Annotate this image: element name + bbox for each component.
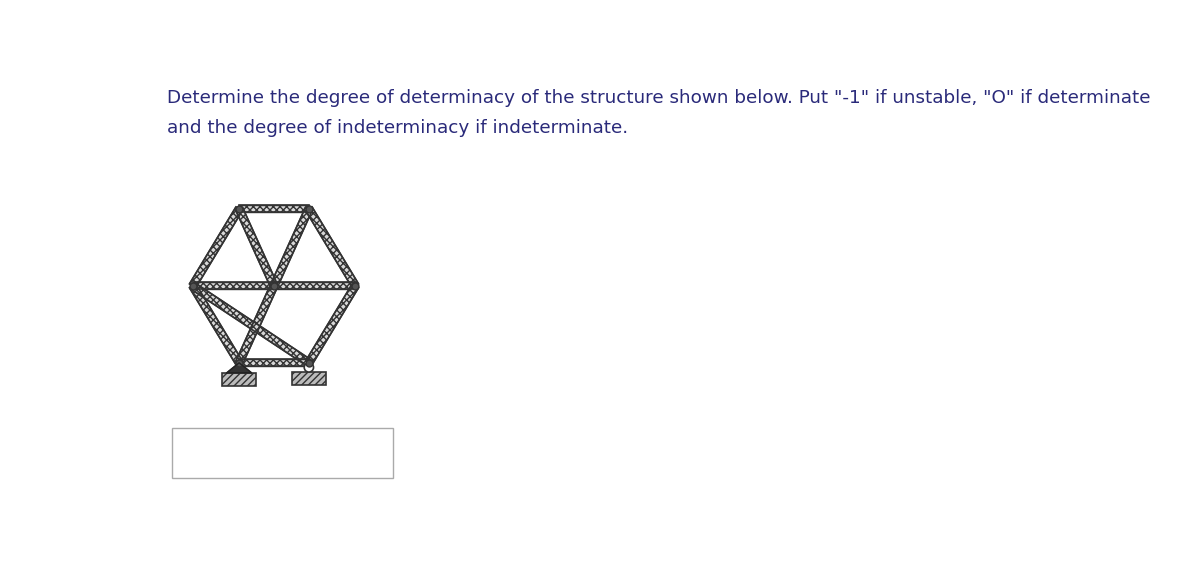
Polygon shape (271, 207, 312, 287)
Circle shape (305, 363, 313, 372)
Polygon shape (227, 363, 252, 373)
Polygon shape (306, 207, 359, 288)
Polygon shape (239, 205, 308, 212)
Text: and the degree of indeterminacy if indeterminate.: and the degree of indeterminacy if indet… (167, 119, 628, 137)
Polygon shape (191, 283, 311, 366)
Polygon shape (306, 284, 359, 364)
Polygon shape (190, 207, 242, 288)
Polygon shape (193, 282, 274, 290)
Polygon shape (235, 284, 277, 364)
Polygon shape (274, 282, 355, 290)
Polygon shape (292, 372, 326, 385)
FancyBboxPatch shape (172, 428, 392, 479)
Polygon shape (222, 373, 256, 386)
Polygon shape (190, 284, 242, 364)
Polygon shape (235, 207, 277, 287)
Polygon shape (239, 359, 308, 366)
Text: Determine the degree of determinacy of the structure shown below. Put "-1" if un: Determine the degree of determinacy of t… (167, 90, 1151, 108)
